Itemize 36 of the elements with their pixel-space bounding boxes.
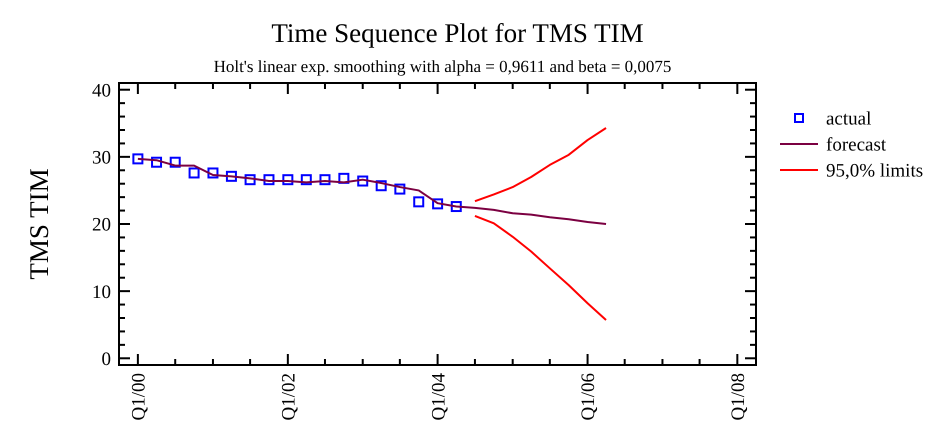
point — [357, 176, 368, 187]
x-tick-label: Q1/08 — [728, 373, 749, 420]
y-axis-title: TMS TIM — [24, 168, 54, 280]
point — [226, 170, 237, 182]
point — [282, 174, 294, 186]
point — [376, 180, 387, 192]
chart-subtitle: Holt's linear exp. smoothing with alpha = 0,9611 and beta = 0,0075 — [214, 57, 672, 76]
point — [300, 174, 312, 186]
chart-title: Time Sequence Plot for TMS TIM — [271, 18, 644, 48]
point — [394, 184, 406, 195]
point — [207, 167, 218, 178]
point — [413, 196, 424, 208]
y-tick-label: 0 — [102, 348, 111, 370]
point — [188, 167, 200, 178]
y-tick-label: 20 — [92, 214, 111, 236]
x-tick-label: Q1/02 — [278, 373, 300, 420]
legend-label: forecast — [826, 134, 887, 156]
y-tick-label: 10 — [92, 282, 111, 303]
y-tick-label: 40 — [92, 80, 111, 102]
legend-label: 95,0% limits — [826, 160, 924, 182]
point — [151, 156, 162, 168]
x-tick-label: Q1/04 — [428, 372, 450, 420]
y-tick-label: 30 — [92, 148, 111, 169]
x-tick-label: Q1/06 — [578, 373, 600, 420]
point — [338, 172, 350, 184]
point — [244, 174, 256, 186]
line-series — [474, 126, 608, 202]
point — [170, 156, 181, 168]
point — [132, 153, 144, 164]
point — [319, 174, 330, 186]
point — [263, 174, 274, 186]
legend-label: actual — [826, 108, 872, 130]
x-tick-label: Q1/00 — [128, 373, 150, 420]
line-series — [474, 214, 608, 322]
point — [432, 198, 444, 210]
point — [450, 201, 462, 212]
